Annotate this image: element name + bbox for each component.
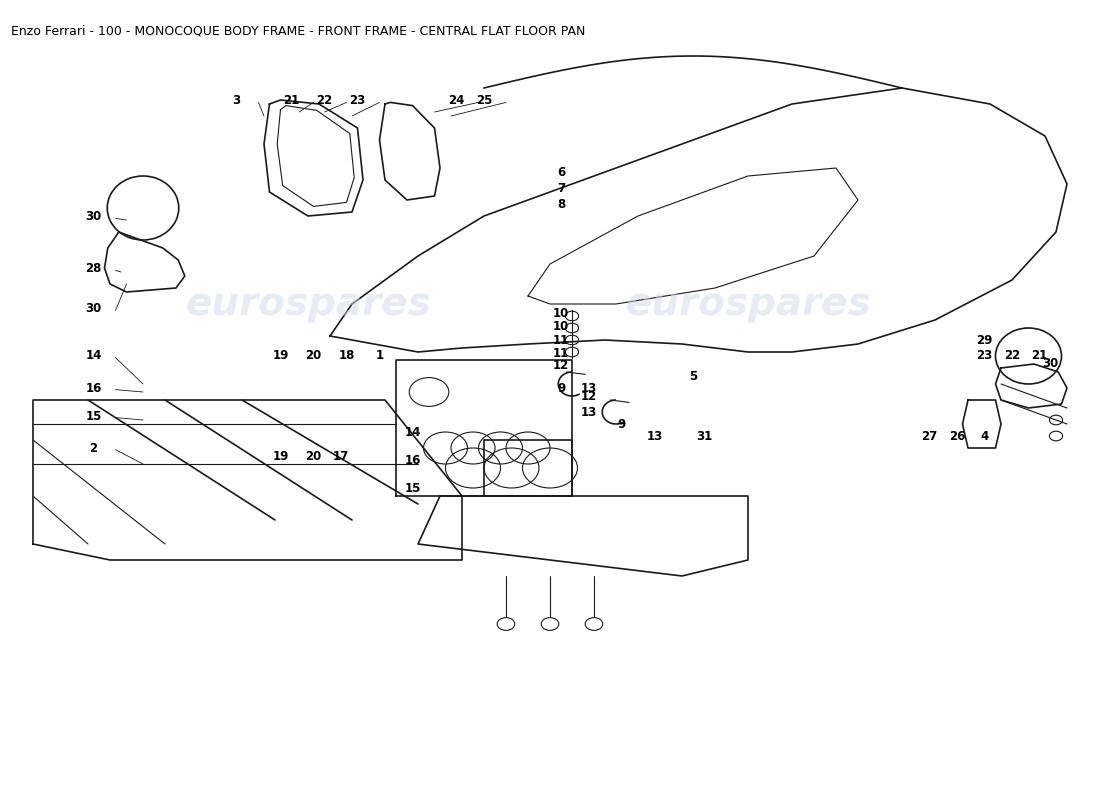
Text: 6: 6 — [557, 166, 565, 178]
Text: 22: 22 — [317, 94, 332, 106]
Text: 27: 27 — [922, 430, 937, 442]
Text: 20: 20 — [306, 450, 321, 462]
Text: 20: 20 — [306, 350, 321, 362]
Text: 10: 10 — [553, 307, 569, 320]
Text: 12: 12 — [581, 390, 596, 402]
Text: eurospares: eurospares — [185, 285, 431, 323]
Text: 29: 29 — [977, 334, 992, 346]
Text: 14: 14 — [86, 350, 101, 362]
Text: 30: 30 — [86, 302, 101, 314]
Text: 23: 23 — [977, 350, 992, 362]
Text: 10: 10 — [553, 320, 569, 333]
Text: 24: 24 — [449, 94, 464, 106]
Text: 18: 18 — [339, 350, 354, 362]
Text: 5: 5 — [689, 370, 697, 382]
Text: Enzo Ferrari - 100 - MONOCOQUE BODY FRAME - FRONT FRAME - CENTRAL FLAT FLOOR PAN: Enzo Ferrari - 100 - MONOCOQUE BODY FRAM… — [11, 24, 585, 37]
Text: 21: 21 — [1032, 350, 1047, 362]
Text: 26: 26 — [949, 430, 965, 442]
Text: 19: 19 — [273, 350, 288, 362]
Text: 9: 9 — [617, 418, 626, 430]
Text: 13: 13 — [581, 406, 596, 418]
Text: 30: 30 — [86, 210, 101, 222]
Text: 16: 16 — [86, 382, 101, 394]
Text: 30: 30 — [1043, 358, 1058, 370]
Text: 11: 11 — [553, 347, 569, 360]
Text: 11: 11 — [553, 334, 569, 346]
Text: 13: 13 — [581, 382, 596, 394]
Text: 19: 19 — [273, 450, 288, 462]
Text: 14: 14 — [405, 426, 420, 438]
Text: 21: 21 — [284, 94, 299, 106]
Text: 23: 23 — [350, 94, 365, 106]
Text: 31: 31 — [696, 430, 712, 442]
Text: 12: 12 — [553, 359, 569, 372]
Text: 9: 9 — [557, 382, 565, 394]
Text: 22: 22 — [1004, 350, 1020, 362]
Text: 2: 2 — [89, 442, 98, 454]
Text: 28: 28 — [86, 262, 101, 274]
Text: 16: 16 — [405, 454, 420, 466]
Text: 1: 1 — [375, 350, 384, 362]
Text: 4: 4 — [980, 430, 989, 442]
Text: 8: 8 — [557, 198, 565, 210]
Text: 17: 17 — [333, 450, 349, 462]
Text: 25: 25 — [476, 94, 492, 106]
Text: 7: 7 — [557, 182, 565, 194]
Text: 15: 15 — [405, 482, 420, 494]
Text: 13: 13 — [647, 430, 662, 442]
Text: 3: 3 — [232, 94, 241, 106]
Text: eurospares: eurospares — [625, 285, 871, 323]
Text: 15: 15 — [86, 410, 101, 422]
